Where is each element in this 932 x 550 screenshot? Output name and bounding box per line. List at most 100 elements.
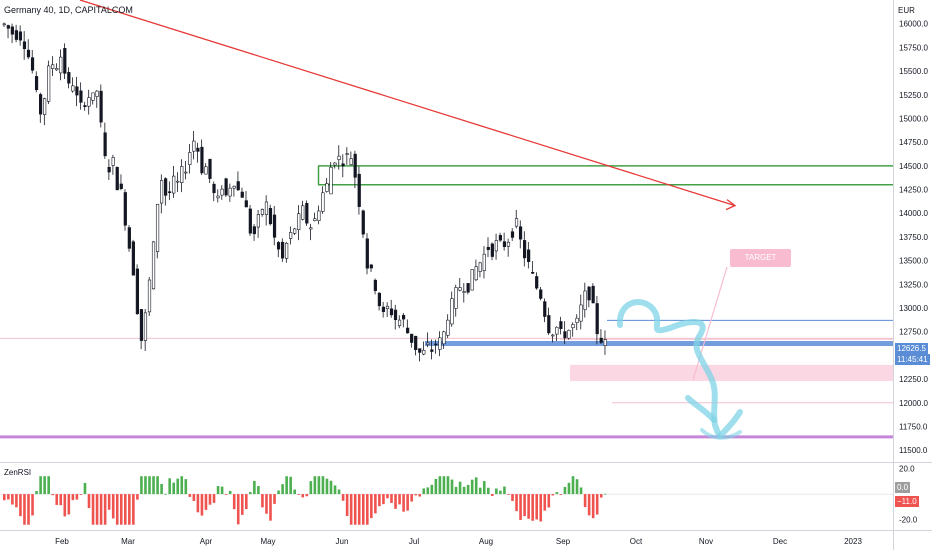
candle-down bbox=[486, 246, 490, 250]
candle-down bbox=[248, 208, 252, 234]
candle-down bbox=[99, 90, 103, 123]
currency-label: EUR bbox=[898, 6, 915, 15]
rsi-bar-negative bbox=[273, 494, 276, 504]
candle-up bbox=[313, 218, 317, 222]
candle-down bbox=[369, 264, 373, 269]
rsi-bar-positive bbox=[474, 477, 478, 495]
candle-up bbox=[478, 262, 482, 272]
rsi-bar-negative bbox=[535, 494, 538, 520]
candle-up bbox=[575, 317, 579, 323]
candle-down bbox=[75, 86, 79, 96]
rsi-bar-negative bbox=[132, 494, 135, 525]
rsi-bar-positive bbox=[140, 476, 143, 495]
rsi-bar-negative bbox=[511, 494, 514, 501]
candle-up bbox=[55, 68, 59, 71]
y-tick-label: 15000.0 bbox=[899, 114, 928, 123]
rsi-tick-label: 20.0 bbox=[899, 465, 915, 474]
rsi-bar-negative bbox=[370, 494, 373, 519]
rsi-bar-positive bbox=[458, 481, 462, 495]
rsi-bar-negative bbox=[63, 494, 67, 517]
candle-down bbox=[595, 303, 599, 335]
candle-up bbox=[192, 140, 196, 152]
candle-down bbox=[119, 183, 123, 189]
rsi-bar-positive bbox=[446, 476, 450, 495]
y-tick-label: 11500.0 bbox=[899, 446, 928, 455]
rsi-bar-negative bbox=[269, 494, 272, 521]
rsi-bar-negative bbox=[236, 494, 240, 525]
candle-up bbox=[204, 166, 208, 175]
candle-up bbox=[71, 85, 75, 92]
candle-down bbox=[522, 240, 527, 259]
candle-up bbox=[426, 342, 430, 345]
candle-down bbox=[587, 286, 591, 301]
x-tick-label: Sep bbox=[556, 537, 571, 546]
rsi-bar-positive bbox=[285, 476, 288, 495]
rsi-bar-negative bbox=[124, 494, 127, 525]
candle-down bbox=[410, 333, 414, 343]
candle-up bbox=[482, 253, 486, 271]
rsi-bar-negative bbox=[591, 494, 595, 519]
rsi-bar-negative bbox=[99, 494, 103, 525]
rsi-bar-negative bbox=[366, 494, 369, 525]
rsi-bar-positive bbox=[39, 476, 42, 495]
candle-down bbox=[559, 321, 563, 329]
rsi-bar-positive bbox=[422, 488, 426, 495]
rsi-bar-negative bbox=[374, 494, 377, 514]
candle-down bbox=[208, 158, 212, 179]
candle-up bbox=[397, 319, 402, 326]
rsi-bar-positive bbox=[454, 486, 458, 495]
candle-down bbox=[83, 105, 87, 108]
candle-down bbox=[393, 309, 398, 321]
rsi-bar-negative bbox=[527, 494, 530, 519]
candle-down bbox=[18, 31, 23, 41]
rsi-value-tag: −11.0 bbox=[895, 496, 919, 507]
rsi-bar-positive bbox=[313, 476, 317, 495]
rsi-bar-positive bbox=[216, 486, 220, 495]
rsi-bar-positive bbox=[575, 479, 579, 495]
x-tick-label: Jul bbox=[409, 537, 419, 546]
candle-down bbox=[115, 167, 119, 191]
candle-down bbox=[280, 241, 285, 259]
target-pointer-line bbox=[692, 266, 728, 381]
candle-up bbox=[51, 64, 55, 69]
rsi-bar-positive bbox=[35, 491, 38, 495]
target-zones-label[interactable]: TARGET ZONES bbox=[730, 249, 791, 280]
candle-down bbox=[139, 309, 144, 341]
candle-down bbox=[26, 49, 31, 58]
y-tick-label: 13250.0 bbox=[899, 280, 928, 289]
rsi-bar-positive bbox=[168, 478, 171, 495]
candle-down bbox=[22, 41, 27, 50]
candle-up bbox=[571, 324, 575, 329]
rsi-bar-positive bbox=[47, 476, 50, 495]
rsi-bar-negative bbox=[55, 494, 59, 505]
candle-down bbox=[200, 146, 204, 174]
candle-down bbox=[434, 343, 438, 346]
candle-up bbox=[506, 241, 511, 247]
rsi-bar-negative bbox=[111, 494, 115, 519]
candle-up bbox=[2, 23, 6, 26]
rsi-bar-positive bbox=[164, 493, 167, 495]
x-tick-label: Dec bbox=[773, 537, 787, 546]
candle-down bbox=[272, 214, 277, 238]
candle-down bbox=[563, 331, 567, 339]
candle-down bbox=[123, 192, 127, 226]
rsi-bar-positive bbox=[426, 487, 430, 495]
rsi-bar-positive bbox=[325, 478, 329, 495]
rsi-bar-negative bbox=[515, 494, 518, 512]
candle-down bbox=[268, 208, 273, 225]
rsi-bar-positive bbox=[180, 476, 184, 495]
rsi-bar-negative bbox=[414, 494, 417, 496]
rsi-bar-negative bbox=[240, 494, 244, 515]
rsi-bar-positive bbox=[337, 489, 341, 495]
candle-up bbox=[567, 329, 571, 339]
indicator-name[interactable]: ZenRSI bbox=[4, 468, 32, 477]
candle-up bbox=[325, 183, 329, 192]
rsi-bar-positive bbox=[503, 486, 506, 495]
rsi-bar-positive bbox=[289, 476, 292, 495]
rsi-bar-negative bbox=[87, 494, 91, 509]
candle-up bbox=[216, 195, 220, 199]
candle-up bbox=[264, 201, 269, 215]
candle-up bbox=[160, 180, 164, 204]
candle-down bbox=[67, 72, 71, 84]
